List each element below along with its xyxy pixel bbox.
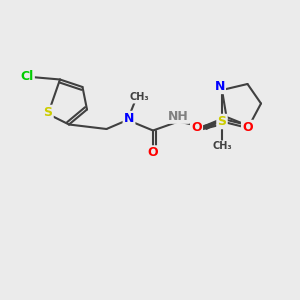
Polygon shape — [205, 117, 227, 129]
Text: Cl: Cl — [20, 70, 34, 83]
Text: N: N — [214, 80, 225, 93]
Text: S: S — [44, 106, 52, 119]
Text: CH₃: CH₃ — [129, 92, 149, 103]
Text: N: N — [124, 112, 134, 125]
Text: S: S — [218, 115, 226, 128]
Text: O: O — [148, 146, 158, 160]
Text: O: O — [191, 121, 202, 134]
Text: O: O — [242, 121, 253, 134]
Text: NH: NH — [168, 110, 189, 123]
Text: CH₃: CH₃ — [212, 141, 232, 152]
